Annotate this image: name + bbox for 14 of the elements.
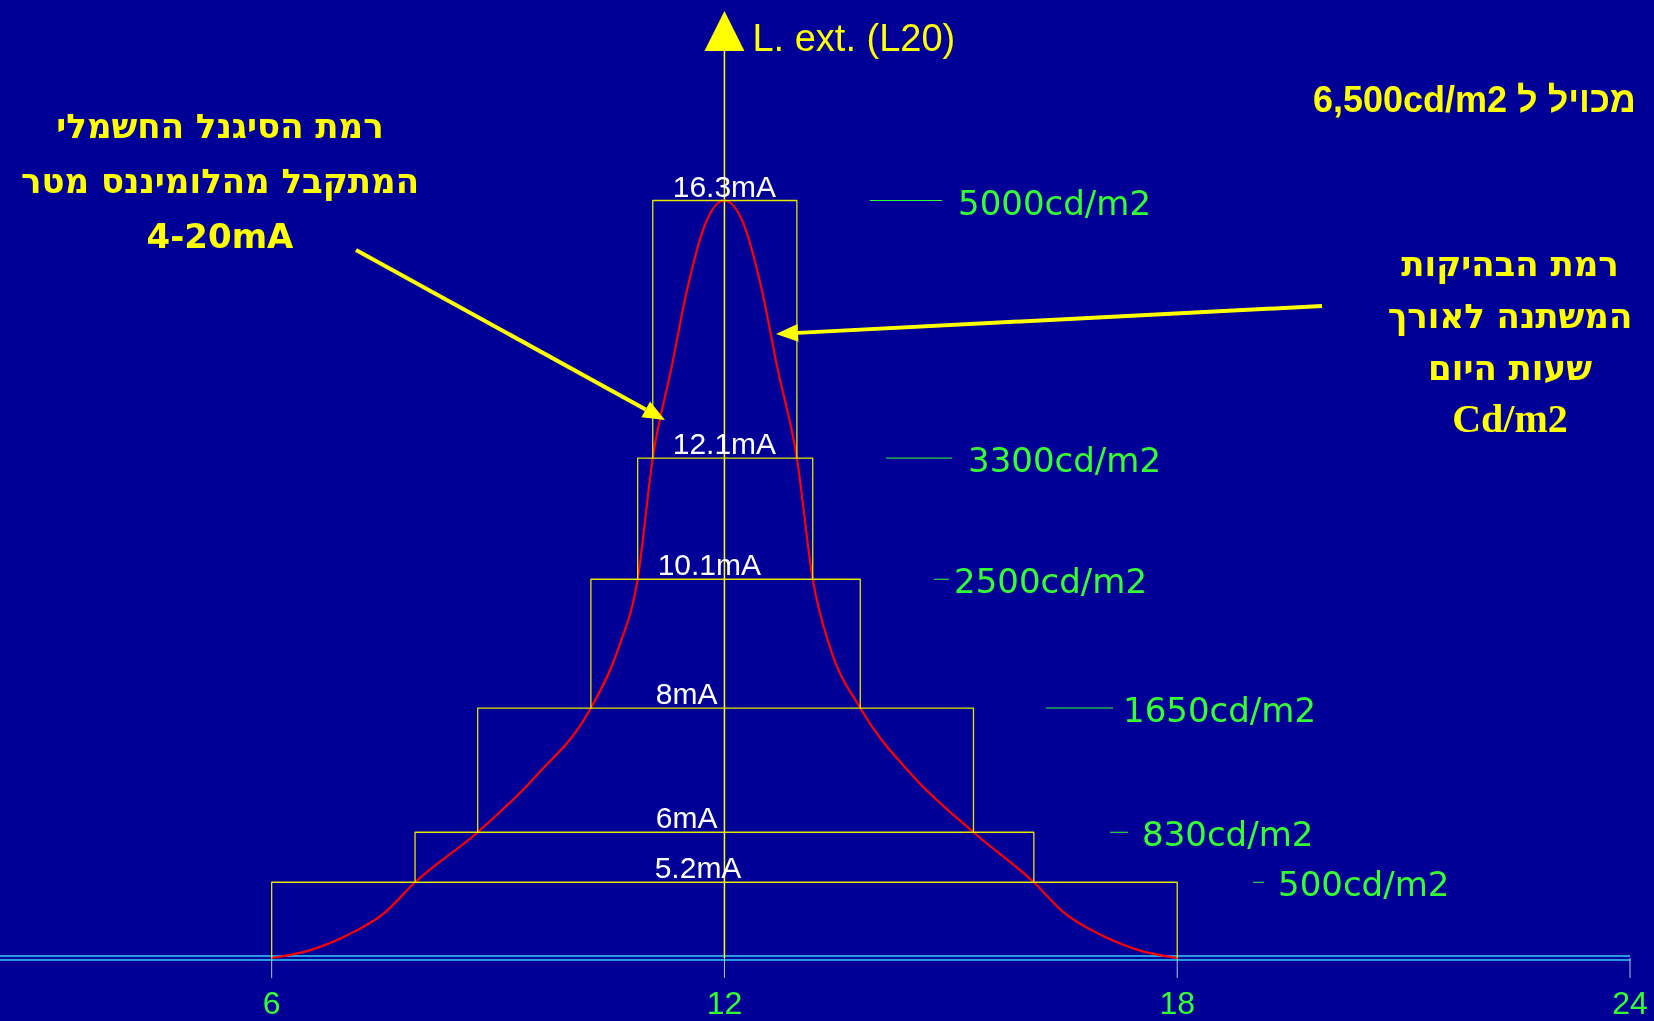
text: 500cd/m2 xyxy=(1278,864,1450,905)
text: 3300cd/m2 xyxy=(968,440,1162,481)
y-axis-title: L. ext. (L20) xyxy=(752,17,956,59)
x-tick-label: 24 xyxy=(1612,985,1648,1021)
text: 5000cd/m2 xyxy=(958,182,1152,223)
x-tick-label: 12 xyxy=(706,985,743,1021)
text: מכויל ל 6,500cd/m2 xyxy=(1312,79,1636,120)
x-tick-label: 18 xyxy=(1159,985,1196,1021)
annotation: 6mA xyxy=(655,801,718,835)
annotation: 8mA xyxy=(655,677,718,711)
text: 830cd/m2 xyxy=(1142,814,1314,855)
text: 1650cd/m2 xyxy=(1123,690,1317,731)
text: 2500cd/m2 xyxy=(954,561,1148,602)
x-tick-label: 6 xyxy=(262,985,281,1021)
